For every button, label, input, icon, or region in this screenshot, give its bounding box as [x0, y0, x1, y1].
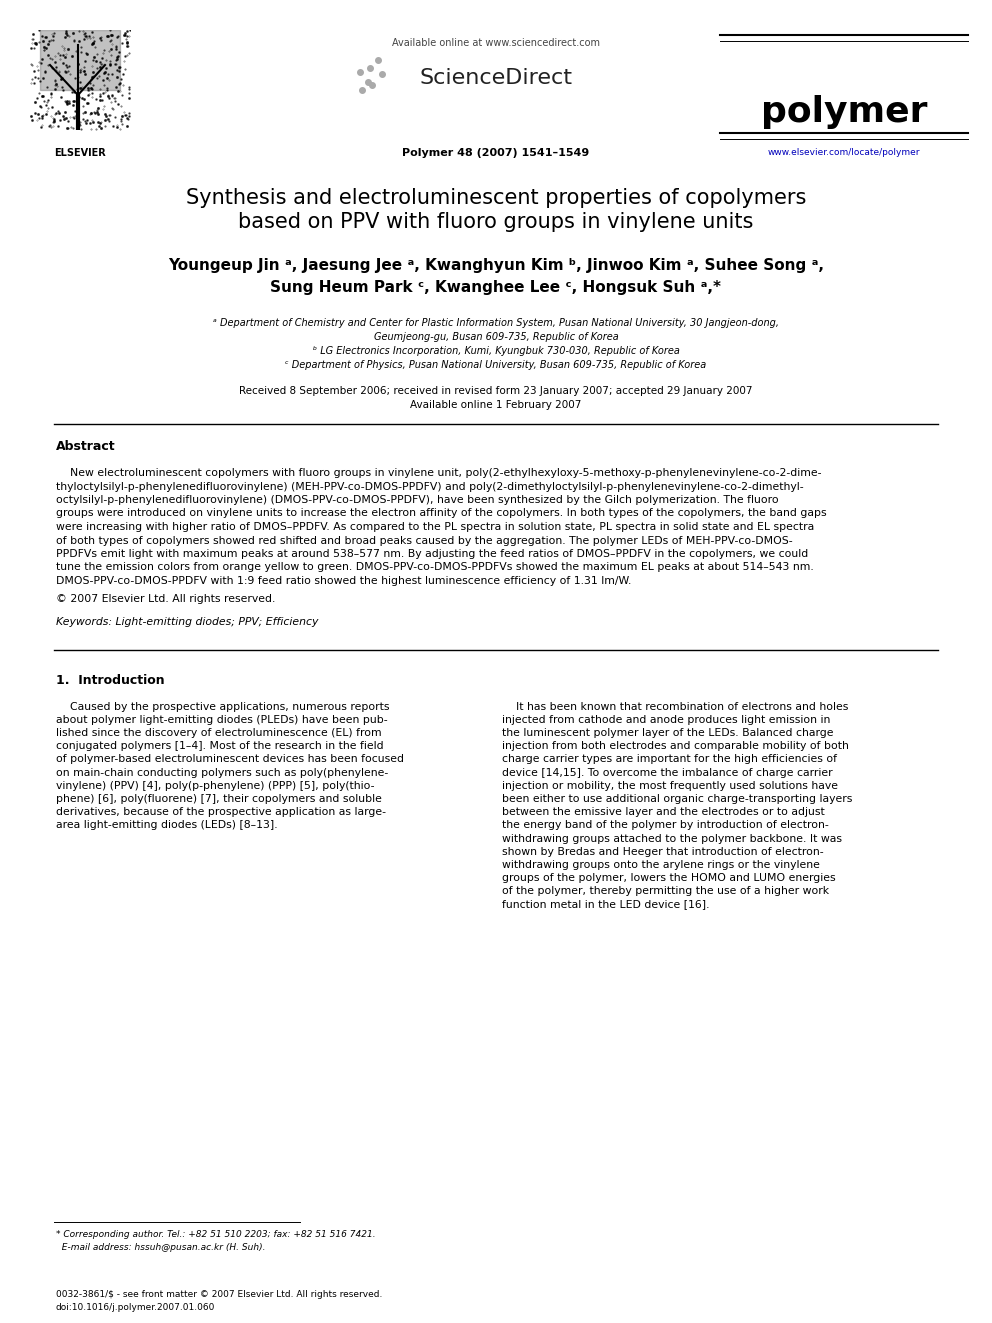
Text: function metal in the LED device [16].: function metal in the LED device [16].	[502, 900, 709, 909]
Text: Available online 1 February 2007: Available online 1 February 2007	[411, 400, 581, 410]
Text: withdrawing groups onto the arylene rings or the vinylene: withdrawing groups onto the arylene ring…	[502, 860, 819, 871]
Text: injection or mobility, the most frequently used solutions have: injection or mobility, the most frequent…	[502, 781, 838, 791]
Text: area light-emitting diodes (LEDs) [8–13].: area light-emitting diodes (LEDs) [8–13]…	[56, 820, 278, 831]
Text: vinylene) (PPV) [4], poly(p-phenylene) (PPP) [5], poly(thio-: vinylene) (PPV) [4], poly(p-phenylene) (…	[56, 781, 375, 791]
Text: been either to use additional organic charge-transporting layers: been either to use additional organic ch…	[502, 794, 852, 804]
Text: about polymer light-emitting diodes (PLEDs) have been pub-: about polymer light-emitting diodes (PLE…	[56, 714, 388, 725]
Text: of both types of copolymers showed red shifted and broad peaks caused by the agg: of both types of copolymers showed red s…	[56, 536, 793, 545]
Text: Caused by the prospective applications, numerous reports: Caused by the prospective applications, …	[56, 701, 390, 712]
Text: doi:10.1016/j.polymer.2007.01.060: doi:10.1016/j.polymer.2007.01.060	[56, 1303, 215, 1312]
Text: groups were introduced on vinylene units to increase the electron affinity of th: groups were introduced on vinylene units…	[56, 508, 826, 519]
Text: Synthesis and electroluminescent properties of copolymers: Synthesis and electroluminescent propert…	[186, 188, 806, 208]
Polygon shape	[40, 30, 120, 90]
Text: ᵃ Department of Chemistry and Center for Plastic Information System, Pusan Natio: ᵃ Department of Chemistry and Center for…	[213, 318, 779, 328]
Text: lished since the discovery of electroluminescence (EL) from: lished since the discovery of electrolum…	[56, 728, 382, 738]
Text: tune the emission colors from orange yellow to green. DMOS-PPV-co-DMOS-PPDFVs sh: tune the emission colors from orange yel…	[56, 562, 813, 573]
Text: Available online at www.sciencedirect.com: Available online at www.sciencedirect.co…	[392, 38, 600, 48]
Text: Received 8 September 2006; received in revised form 23 January 2007; accepted 29: Received 8 September 2006; received in r…	[239, 386, 753, 396]
Text: DMOS-PPV-co-DMOS-PPDFV with 1:9 feed ratio showed the highest luminescence effic: DMOS-PPV-co-DMOS-PPDFV with 1:9 feed rat…	[56, 576, 631, 586]
Text: Geumjeong-gu, Busan 609-735, Republic of Korea: Geumjeong-gu, Busan 609-735, Republic of…	[374, 332, 618, 343]
Text: on main-chain conducting polymers such as poly(phenylene-: on main-chain conducting polymers such a…	[56, 767, 388, 778]
Text: 0032-3861/$ - see front matter © 2007 Elsevier Ltd. All rights reserved.: 0032-3861/$ - see front matter © 2007 El…	[56, 1290, 382, 1299]
Text: were increasing with higher ratio of DMOS–PPDFV. As compared to the PL spectra i: were increasing with higher ratio of DMO…	[56, 523, 814, 532]
Text: ELSEVIER: ELSEVIER	[55, 148, 106, 157]
Text: © 2007 Elsevier Ltd. All rights reserved.: © 2007 Elsevier Ltd. All rights reserved…	[56, 594, 276, 603]
Text: conjugated polymers [1–4]. Most of the research in the field: conjugated polymers [1–4]. Most of the r…	[56, 741, 384, 751]
Text: polymer: polymer	[761, 95, 928, 130]
Text: the energy band of the polymer by introduction of electron-: the energy band of the polymer by introd…	[502, 820, 828, 831]
Text: phene) [6], poly(fluorene) [7], their copolymers and soluble: phene) [6], poly(fluorene) [7], their co…	[56, 794, 382, 804]
Text: It has been known that recombination of electrons and holes: It has been known that recombination of …	[502, 701, 848, 712]
Text: 1.  Introduction: 1. Introduction	[56, 673, 165, 687]
Text: ᶜ Department of Physics, Pusan National University, Busan 609-735, Republic of K: ᶜ Department of Physics, Pusan National …	[286, 360, 706, 370]
Text: ScienceDirect: ScienceDirect	[420, 67, 572, 89]
Text: groups of the polymer, lowers the HOMO and LUMO energies: groups of the polymer, lowers the HOMO a…	[502, 873, 835, 882]
Text: shown by Bredas and Heeger that introduction of electron-: shown by Bredas and Heeger that introduc…	[502, 847, 823, 857]
Text: octylsilyl-p-phenylenedifluorovinylene) (DMOS-PPV-co-DMOS-PPDFV), have been synt: octylsilyl-p-phenylenedifluorovinylene) …	[56, 495, 779, 505]
Text: PPDFVs emit light with maximum peaks at around 538–577 nm. By adjusting the feed: PPDFVs emit light with maximum peaks at …	[56, 549, 808, 560]
Text: E-mail address: hssuh@pusan.ac.kr (H. Suh).: E-mail address: hssuh@pusan.ac.kr (H. Su…	[56, 1244, 266, 1252]
Text: ᵇ LG Electronics Incorporation, Kumi, Kyungbuk 730-030, Republic of Korea: ᵇ LG Electronics Incorporation, Kumi, Ky…	[312, 347, 680, 356]
Text: Abstract: Abstract	[56, 441, 116, 452]
Text: Sung Heum Park ᶜ, Kwanghee Lee ᶜ, Hongsuk Suh ᵃ,*: Sung Heum Park ᶜ, Kwanghee Lee ᶜ, Hongsu…	[271, 280, 721, 295]
Text: Keywords: Light-emitting diodes; PPV; Efficiency: Keywords: Light-emitting diodes; PPV; Ef…	[56, 618, 318, 627]
Text: Youngeup Jin ᵃ, Jaesung Jee ᵃ, Kwanghyun Kim ᵇ, Jinwoo Kim ᵃ, Suhee Song ᵃ,: Youngeup Jin ᵃ, Jaesung Jee ᵃ, Kwanghyun…	[168, 258, 824, 273]
Text: the luminescent polymer layer of the LEDs. Balanced charge: the luminescent polymer layer of the LED…	[502, 728, 833, 738]
Text: device [14,15]. To overcome the imbalance of charge carrier: device [14,15]. To overcome the imbalanc…	[502, 767, 832, 778]
Text: thyloctylsilyl-p-phenylenedifluorovinylene) (MEH-PPV-co-DMOS-PPDFV) and poly(2-d: thyloctylsilyl-p-phenylenedifluorovinyle…	[56, 482, 804, 492]
Text: of the polymer, thereby permitting the use of a higher work: of the polymer, thereby permitting the u…	[502, 886, 829, 896]
Text: based on PPV with fluoro groups in vinylene units: based on PPV with fluoro groups in vinyl…	[238, 212, 754, 232]
Text: charge carrier types are important for the high efficiencies of: charge carrier types are important for t…	[502, 754, 837, 765]
Text: of polymer-based electroluminescent devices has been focused: of polymer-based electroluminescent devi…	[56, 754, 404, 765]
Text: New electroluminescent copolymers with fluoro groups in vinylene unit, poly(2-et: New electroluminescent copolymers with f…	[56, 468, 821, 478]
Text: www.elsevier.com/locate/polymer: www.elsevier.com/locate/polymer	[768, 148, 921, 157]
Text: * Corresponding author. Tel.: +82 51 510 2203; fax: +82 51 516 7421.: * Corresponding author. Tel.: +82 51 510…	[56, 1230, 376, 1240]
Text: between the emissive layer and the electrodes or to adjust: between the emissive layer and the elect…	[502, 807, 824, 818]
Text: Polymer 48 (2007) 1541–1549: Polymer 48 (2007) 1541–1549	[403, 148, 589, 157]
Text: injection from both electrodes and comparable mobility of both: injection from both electrodes and compa…	[502, 741, 849, 751]
Text: withdrawing groups attached to the polymer backbone. It was: withdrawing groups attached to the polym…	[502, 833, 842, 844]
Text: derivatives, because of the prospective application as large-: derivatives, because of the prospective …	[56, 807, 386, 818]
Text: injected from cathode and anode produces light emission in: injected from cathode and anode produces…	[502, 714, 830, 725]
